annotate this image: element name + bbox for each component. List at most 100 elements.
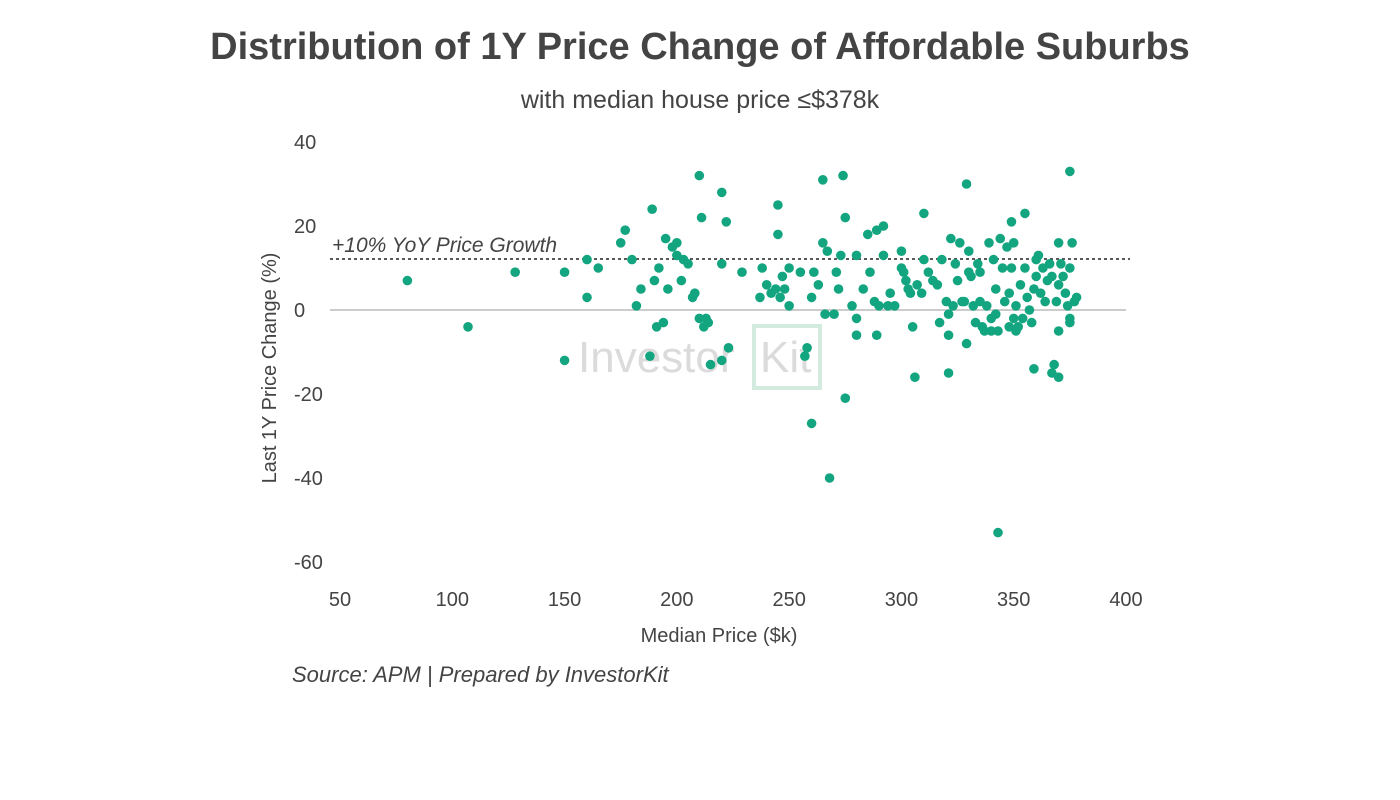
scatter-point: [770, 284, 781, 294]
scatter-point: [1044, 259, 1055, 269]
scatter-point: [896, 246, 907, 256]
scatter-point: [907, 322, 918, 332]
scatter-point: [1024, 305, 1035, 315]
scatter-point: [934, 317, 945, 328]
scatter-point: [981, 301, 992, 311]
x-tick-label: 300: [885, 589, 918, 611]
scatter-point: [961, 179, 972, 189]
scatter-point: [950, 259, 961, 269]
scatter-point: [631, 301, 642, 311]
scatter-point: [1008, 313, 1019, 324]
x-tick-label: 100: [436, 589, 469, 611]
scatter-point: [582, 292, 592, 303]
x-tick-label: 150: [548, 589, 581, 611]
reference-line-label: +10% YoY Price Growth: [332, 234, 557, 257]
scatter-point: [932, 280, 943, 290]
scatter-point: [806, 292, 817, 303]
scatter-point: [402, 275, 413, 286]
scatter-point: [916, 288, 927, 299]
scatter-point: [948, 301, 958, 311]
scatter-point: [658, 317, 669, 328]
scatter-point: [990, 284, 1001, 294]
scatter-point: [986, 326, 997, 336]
scatter-point: [716, 187, 727, 198]
scatter-point: [822, 246, 833, 256]
scatter-point: [1065, 166, 1075, 177]
scatter-point: [1056, 259, 1066, 269]
scatter-point: [831, 267, 842, 278]
scatter-point: [835, 250, 846, 261]
scatter-point: [919, 208, 929, 219]
scatter-point: [993, 326, 1003, 336]
scatter-point: [777, 271, 788, 282]
scatter-point: [912, 280, 922, 290]
scatter-point: [919, 254, 929, 265]
scatter-point: [990, 309, 1001, 320]
scatter-point: [943, 330, 954, 341]
scatter-point: [829, 309, 839, 320]
scatter-point: [946, 233, 956, 244]
scatter-point: [952, 275, 963, 286]
scatter-point: [1053, 280, 1064, 290]
scatter-point: [833, 284, 844, 294]
scatter-point: [800, 351, 810, 362]
scatter-point: [1033, 250, 1044, 261]
scatter-point: [862, 229, 873, 240]
x-tick-label: 200: [660, 589, 693, 611]
scatter-point: [838, 170, 848, 181]
scatter-point: [1029, 364, 1039, 374]
scatter-point: [721, 217, 732, 227]
scatter-point: [1051, 296, 1062, 307]
scatter-point: [1049, 359, 1059, 370]
scatter-point: [851, 330, 862, 341]
x-tick-label: 50: [329, 589, 351, 611]
scatter-point: [818, 238, 828, 248]
scatter-point: [1031, 271, 1041, 282]
scatter-point: [654, 263, 664, 273]
scatter-point: [784, 301, 794, 311]
scatter-point: [1053, 326, 1064, 336]
scatter-point: [1013, 322, 1024, 332]
x-tick-label: 400: [1109, 589, 1142, 611]
y-tick-label: -60: [294, 552, 323, 574]
scatter-point: [672, 238, 682, 248]
scatter-point: [1065, 317, 1075, 328]
scatter-point: [955, 238, 965, 248]
scatter-point: [858, 284, 869, 294]
scatter-point: [809, 267, 819, 278]
scatter-point: [773, 200, 783, 210]
scatter-point: [1065, 263, 1075, 273]
x-axis-label: Median Price ($k): [641, 625, 798, 647]
scatter-point: [1058, 271, 1068, 282]
scatter-point: [510, 267, 520, 278]
y-tick-label: -40: [294, 468, 323, 490]
scatter-point: [1053, 372, 1064, 383]
y-tick-label: 40: [294, 132, 316, 154]
scatter-point: [660, 233, 671, 244]
y-axis-label: Last 1Y Price Change (%): [259, 253, 281, 484]
scatter-point: [683, 259, 693, 269]
scatter-point: [851, 313, 862, 324]
scatter-point: [1015, 280, 1026, 290]
scatter-point: [737, 267, 747, 278]
scatter-point: [898, 267, 909, 278]
scatter-point: [999, 296, 1010, 307]
scatter-point: [716, 355, 727, 366]
scatter-point: [820, 309, 830, 320]
scatter-point: [1035, 288, 1046, 299]
data-points: [402, 166, 1082, 538]
scatter-point: [964, 246, 974, 256]
scatter-point: [961, 338, 972, 349]
scatter-point: [910, 372, 920, 383]
scatter-point: [937, 254, 947, 265]
y-tick-label: 20: [294, 216, 316, 238]
scatter-point: [1040, 296, 1050, 307]
scatter-point: [997, 263, 1008, 273]
scatter-point: [885, 288, 895, 299]
scatter-point: [1022, 292, 1032, 303]
chart-title: Distribution of 1Y Price Change of Affor…: [210, 26, 1190, 68]
scatter-point: [1006, 263, 1017, 273]
scatter-point: [995, 233, 1006, 244]
scatter-point: [959, 296, 970, 307]
scatter-point: [1060, 288, 1071, 299]
